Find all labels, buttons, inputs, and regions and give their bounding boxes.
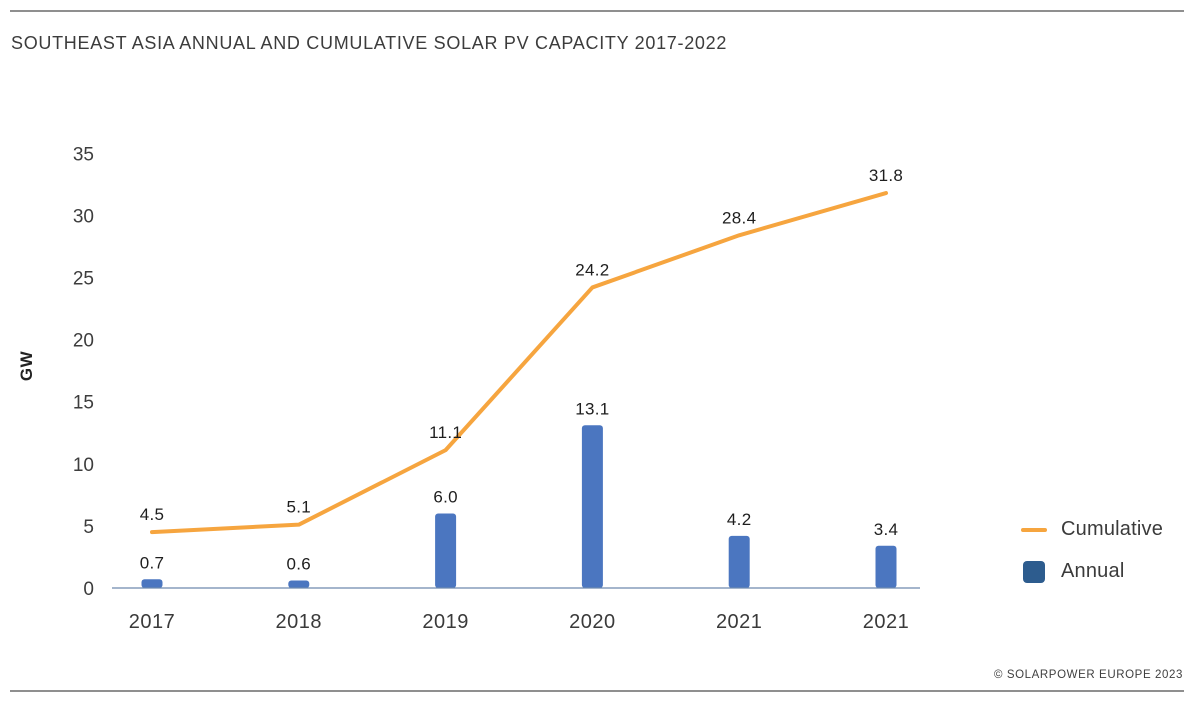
- y-axis-title: GW: [17, 350, 36, 381]
- annual-bar-2021: [728, 535, 750, 588]
- copyright-credit: © SOLARPOWER EUROPE 2023: [993, 669, 1183, 681]
- y-tick-label: 25: [73, 269, 94, 290]
- legend-label-cumulative: Cumulative: [1061, 518, 1164, 540]
- y-tick-label: 20: [73, 331, 94, 352]
- line-value-label: 24.2: [575, 260, 609, 279]
- x-axis-label: 2018: [276, 611, 323, 633]
- x-axis-label: 2021: [716, 611, 763, 633]
- annual-bar-2020: [581, 425, 603, 588]
- annual-bar-2017: [141, 579, 163, 588]
- bar-value-label: 0.6: [287, 555, 312, 574]
- annual-square-swatch: [1023, 560, 1045, 583]
- line-value-label: 11.1: [429, 423, 462, 442]
- x-axis-label: 2020: [569, 611, 616, 633]
- legend-item-annual: Annual: [1021, 560, 1163, 583]
- line-value-label: 4.5: [140, 505, 165, 524]
- line-value-label: 31.8: [869, 166, 903, 185]
- line-value-label: 28.4: [722, 208, 756, 227]
- annual-bar-2021: [875, 545, 897, 588]
- annual-bar-2019: [435, 513, 457, 588]
- y-tick-label: 10: [73, 455, 94, 476]
- y-tick-label: 5: [83, 517, 94, 538]
- swatch-box: [1021, 527, 1047, 532]
- y-tick-label: 15: [73, 393, 94, 414]
- y-tick-label: 35: [73, 144, 94, 165]
- bar-value-label: 4.2: [727, 510, 752, 529]
- y-tick-label: 30: [73, 206, 94, 227]
- x-axis-label: 2019: [422, 611, 469, 633]
- bar-value-label: 6.0: [433, 487, 458, 506]
- bar-value-label: 3.4: [874, 520, 899, 539]
- bar-value-label: 13.1: [575, 399, 609, 418]
- legend-item-cumulative: Cumulative: [1021, 518, 1163, 541]
- chart-legend: Cumulative Annual: [1021, 518, 1163, 583]
- bottom-rule: [10, 690, 1184, 692]
- line-value-label: 5.1: [287, 498, 312, 517]
- cumulative-line-swatch: [1021, 527, 1047, 532]
- legend-label-annual: Annual: [1061, 560, 1125, 582]
- swatch-box: [1021, 560, 1047, 583]
- annual-bar-2018: [288, 580, 310, 588]
- chart-title: SOUTHEAST ASIA ANNUAL AND CUMULATIVE SOL…: [11, 33, 728, 53]
- x-axis-label: 2017: [129, 611, 176, 633]
- top-rule: [10, 10, 1184, 12]
- y-tick-label: 0: [83, 579, 94, 600]
- x-axis-label: 2021: [863, 611, 910, 633]
- cumulative-line: [150, 191, 888, 535]
- bar-value-label: 0.7: [140, 553, 165, 572]
